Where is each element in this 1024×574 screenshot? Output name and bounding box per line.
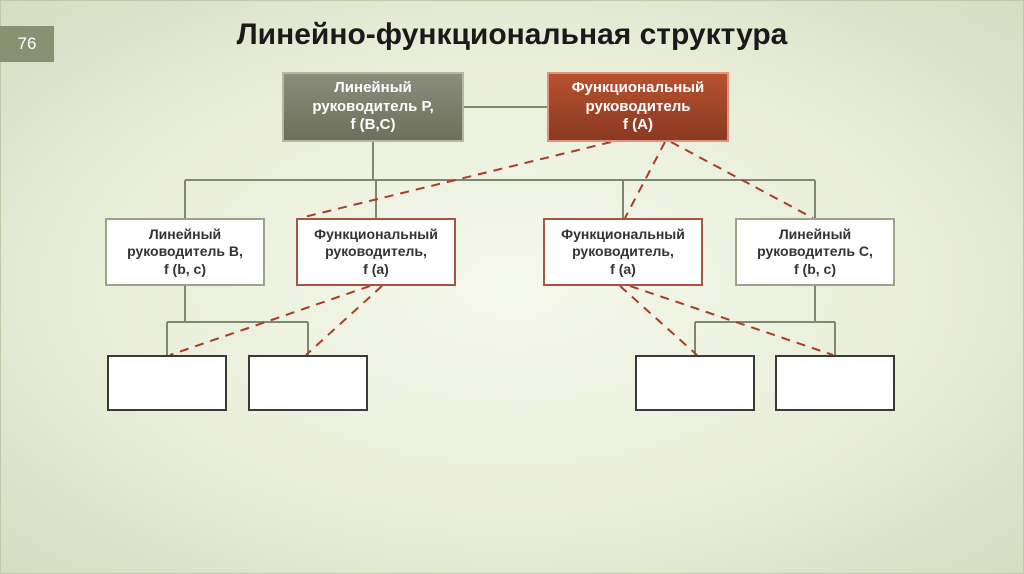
node-top_right: Функциональныйруководительf (A) <box>547 72 729 142</box>
org-chart-diagram: Линейныйруководитель Р,f (B,C) Функционал… <box>0 0 1024 574</box>
node-bot3 <box>635 355 755 411</box>
node-label: Линейныйруководитель Р,f (B,C) <box>312 79 433 135</box>
node-mid2: Функциональныйруководитель,f (a) <box>296 218 456 286</box>
node-mid1: Линейныйруководитель B,f (b, c) <box>105 218 265 286</box>
node-label: Функциональныйруководительf (A) <box>572 79 705 135</box>
node-top_left: Линейныйруководитель Р,f (B,C) <box>282 72 464 142</box>
node-bot1 <box>107 355 227 411</box>
node-bot4 <box>775 355 895 411</box>
node-label: Линейныйруководитель C,f (b, c) <box>757 226 873 279</box>
node-mid4: Линейныйруководитель C,f (b, c) <box>735 218 895 286</box>
node-label: Линейныйруководитель B,f (b, c) <box>127 226 243 279</box>
node-label: Функциональныйруководитель,f (a) <box>314 226 438 279</box>
connector-layer <box>0 0 1024 574</box>
node-mid3: Функциональныйруководитель,f (a) <box>543 218 703 286</box>
node-bot2 <box>248 355 368 411</box>
node-label: Функциональныйруководитель,f (a) <box>561 226 685 279</box>
